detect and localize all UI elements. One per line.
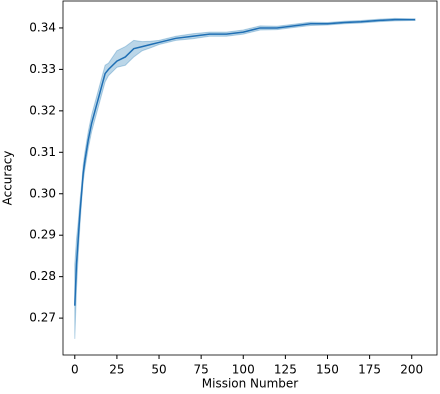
y-tick-label: 0.27: [29, 311, 56, 325]
x-axis-label: Mission Number: [202, 377, 299, 391]
x-tick-label: 50: [151, 363, 166, 377]
y-tick-label: 0.32: [29, 103, 56, 117]
x-tick-label: 200: [400, 363, 423, 377]
confidence-band: [74, 17, 416, 339]
x-tick-label: 125: [274, 363, 297, 377]
y-tick-label: 0.31: [29, 145, 56, 159]
x-tick-label: 25: [109, 363, 124, 377]
y-tick-label: 0.29: [29, 228, 56, 242]
line: [74, 18, 416, 306]
y-tick-label: 0.33: [29, 62, 56, 76]
y-tick-label: 0.34: [29, 20, 56, 34]
y-tick-label: 0.28: [29, 269, 56, 283]
x-tick-label: 150: [316, 363, 339, 377]
x-tick-label: 75: [194, 363, 209, 377]
x-tick-label: 175: [358, 363, 381, 377]
y-axis-label: Accuracy: [1, 151, 15, 206]
y-tick-label: 0.30: [29, 186, 56, 200]
plot-frame: [62, 0, 438, 356]
x-tick-label: 0: [71, 363, 79, 377]
x-tick-label: 100: [232, 363, 255, 377]
